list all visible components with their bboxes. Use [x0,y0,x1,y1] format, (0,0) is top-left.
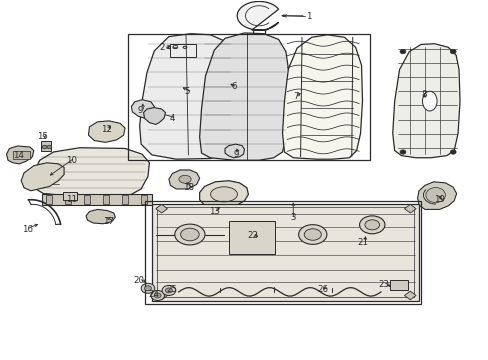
Text: 9: 9 [233,150,239,159]
Ellipse shape [425,188,445,203]
Text: 20: 20 [133,276,144,285]
Text: 26: 26 [316,285,327,294]
Bar [173,45,177,46]
Text: 15: 15 [37,132,48,141]
Bar [42,194,152,205]
Polygon shape [34,148,149,198]
Polygon shape [88,121,125,142]
Polygon shape [392,44,459,158]
Bar [170,44,195,57]
Ellipse shape [298,225,326,244]
Polygon shape [199,33,289,160]
Polygon shape [404,204,415,213]
Bar [64,195,71,204]
Text: 17: 17 [103,217,114,226]
Text: 4: 4 [169,114,175,123]
Text: 16: 16 [22,225,34,234]
Text: 12: 12 [102,125,112,134]
Text: 14: 14 [13,151,24,160]
Text: 3: 3 [290,213,295,222]
Bar [228,221,275,253]
Circle shape [162,285,175,296]
Polygon shape [417,182,456,210]
Ellipse shape [174,224,204,245]
Ellipse shape [359,216,384,234]
Text: 6: 6 [230,82,236,91]
Ellipse shape [210,187,237,202]
Circle shape [399,150,405,154]
Circle shape [144,286,151,291]
Text: 1: 1 [305,12,311,21]
Ellipse shape [364,220,379,230]
Circle shape [151,291,164,301]
Text: 22: 22 [247,231,258,240]
Polygon shape [199,181,248,209]
Bar [41,140,51,151]
Polygon shape [143,108,165,125]
Polygon shape [156,204,167,213]
Text: 2: 2 [160,43,165,52]
Circle shape [165,288,172,293]
Bar [63,192,77,200]
Polygon shape [404,291,415,300]
Polygon shape [237,1,278,30]
Ellipse shape [304,229,321,240]
Bar [45,195,52,204]
Text: 9: 9 [138,105,143,114]
Polygon shape [282,35,362,159]
Bar [102,195,109,204]
Circle shape [154,293,161,298]
Bar [141,195,147,204]
Text: 19: 19 [433,195,444,204]
Bar [83,195,90,204]
Text: 13: 13 [208,207,219,216]
Bar [122,195,128,204]
Bar [144,201,420,304]
Circle shape [449,49,455,54]
Text: 24: 24 [148,290,160,299]
Bar [389,280,407,291]
Text: 10: 10 [66,156,77,165]
Text: 25: 25 [166,285,178,294]
Circle shape [399,49,405,54]
Text: 8: 8 [420,90,426,99]
Polygon shape [168,170,199,189]
Text: 5: 5 [184,86,189,95]
Circle shape [141,283,155,293]
Ellipse shape [422,91,436,111]
Circle shape [449,150,455,154]
Bar [152,204,418,301]
Polygon shape [86,210,115,224]
Circle shape [42,145,47,149]
Polygon shape [140,34,233,159]
Text: 7: 7 [292,92,298,101]
Polygon shape [131,100,154,118]
Text: 23: 23 [377,280,388,289]
Text: 11: 11 [66,195,77,204]
Ellipse shape [179,175,191,183]
Text: 21: 21 [356,238,367,247]
Bar [128,34,369,160]
Polygon shape [224,144,244,158]
Bar [13,151,30,159]
Text: 18: 18 [183,183,194,192]
Ellipse shape [180,228,199,241]
Polygon shape [21,163,64,191]
Polygon shape [6,146,34,164]
Circle shape [47,145,52,149]
Polygon shape [156,291,167,300]
